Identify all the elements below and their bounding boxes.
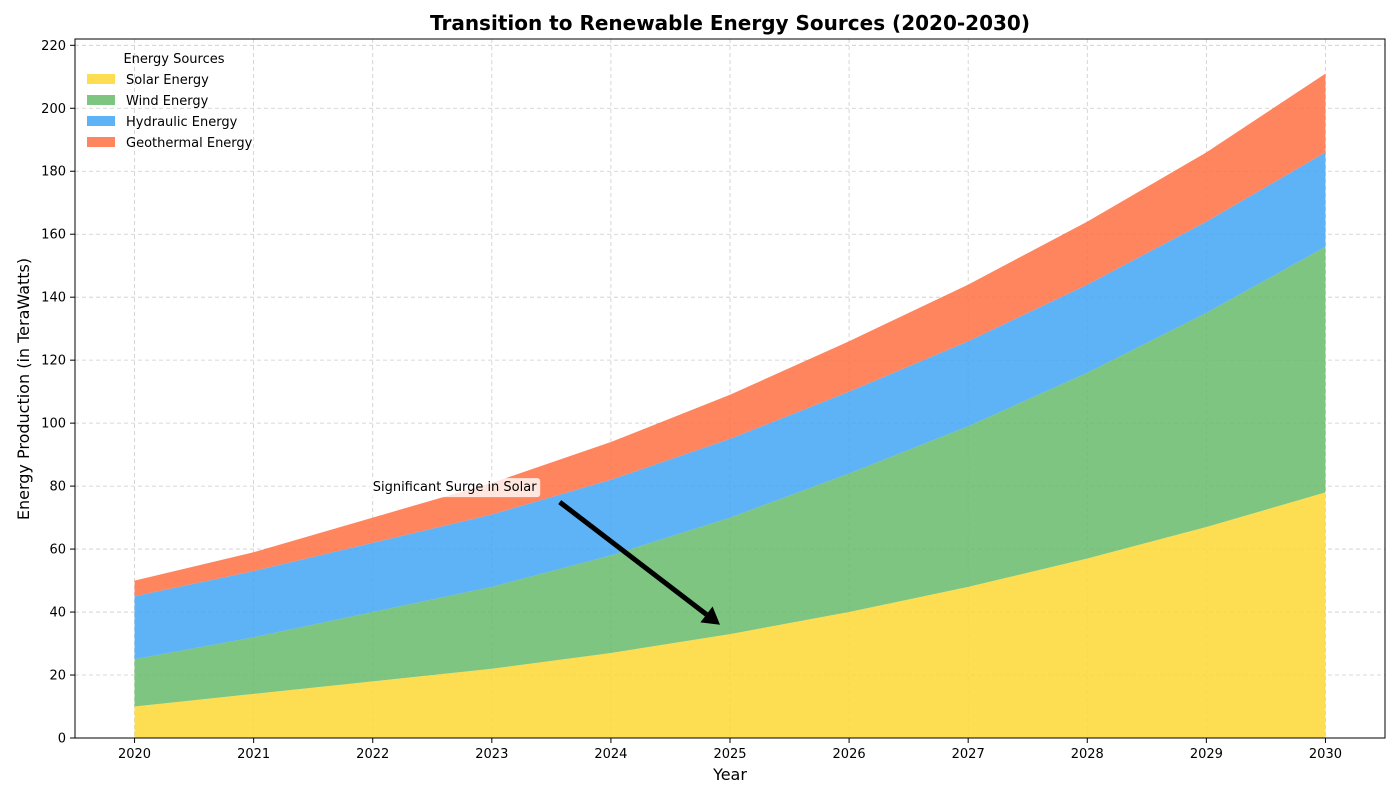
x-tick-label: 2021 xyxy=(237,747,270,762)
legend-title: Energy Sources xyxy=(123,52,224,67)
x-tick-label: 2029 xyxy=(1190,747,1223,762)
annotation-box xyxy=(369,478,541,498)
y-axis-label: Energy Production (in TeraWatts) xyxy=(14,258,33,520)
legend-label: Wind Energy xyxy=(126,94,209,109)
x-tick-label: 2023 xyxy=(475,747,508,762)
annotation-arrow-head xyxy=(700,606,720,625)
y-tick-label: 80 xyxy=(49,480,66,495)
y-axis-ticks: 0 20 40 60 80 100 120 140 160 180 200 220 xyxy=(41,39,75,747)
legend-swatch xyxy=(87,95,115,105)
annotation: Significant Surge in Solar xyxy=(369,478,720,625)
y-tick-label: 220 xyxy=(41,39,66,54)
legend-label: Solar Energy xyxy=(126,73,209,88)
x-tick-label: 2027 xyxy=(952,747,985,762)
y-tick-label: 20 xyxy=(49,669,66,684)
y-tick-label: 60 xyxy=(49,543,66,558)
legend-swatch xyxy=(87,137,115,147)
annotation-text: Significant Surge in Solar xyxy=(373,480,537,495)
area-series xyxy=(134,73,1326,738)
x-tick-label: 2025 xyxy=(713,747,746,762)
y-tick-label: 100 xyxy=(41,417,66,432)
legend-swatch xyxy=(87,116,115,126)
x-axis-ticks: 2020 2021 2022 2023 2024 2025 2026 2027 2028 2029… xyxy=(118,738,1342,762)
x-tick-label: 2028 xyxy=(1071,747,1104,762)
area-solar-energy xyxy=(134,492,1326,738)
y-tick-label: 120 xyxy=(41,354,66,369)
x-axis-label: Year xyxy=(712,765,747,784)
y-tick-label: 200 xyxy=(41,102,66,117)
legend-swatch xyxy=(87,74,115,84)
y-tick-label: 140 xyxy=(41,291,66,306)
y-tick-label: 160 xyxy=(41,228,66,243)
chart-title: Transition to Renewable Energy Sources (… xyxy=(430,11,1030,35)
x-tick-label: 2030 xyxy=(1309,747,1342,762)
legend-label: Hydraulic Energy xyxy=(126,115,238,130)
y-tick-label: 40 xyxy=(49,606,66,621)
y-tick-label: 180 xyxy=(41,165,66,180)
legend-label: Geothermal Energy xyxy=(126,136,253,151)
x-tick-label: 2026 xyxy=(833,747,866,762)
y-tick-label: 0 xyxy=(58,732,66,747)
x-tick-label: 2022 xyxy=(356,747,389,762)
annotation-arrow-shaft xyxy=(558,500,709,617)
area-wind-energy xyxy=(134,246,1326,707)
x-tick-label: 2024 xyxy=(594,747,627,762)
legend: Energy Sources Solar Energy Wind Energy Hyd… xyxy=(87,52,253,151)
area-hydraulic-energy xyxy=(134,152,1326,660)
x-tick-label: 2020 xyxy=(118,747,151,762)
